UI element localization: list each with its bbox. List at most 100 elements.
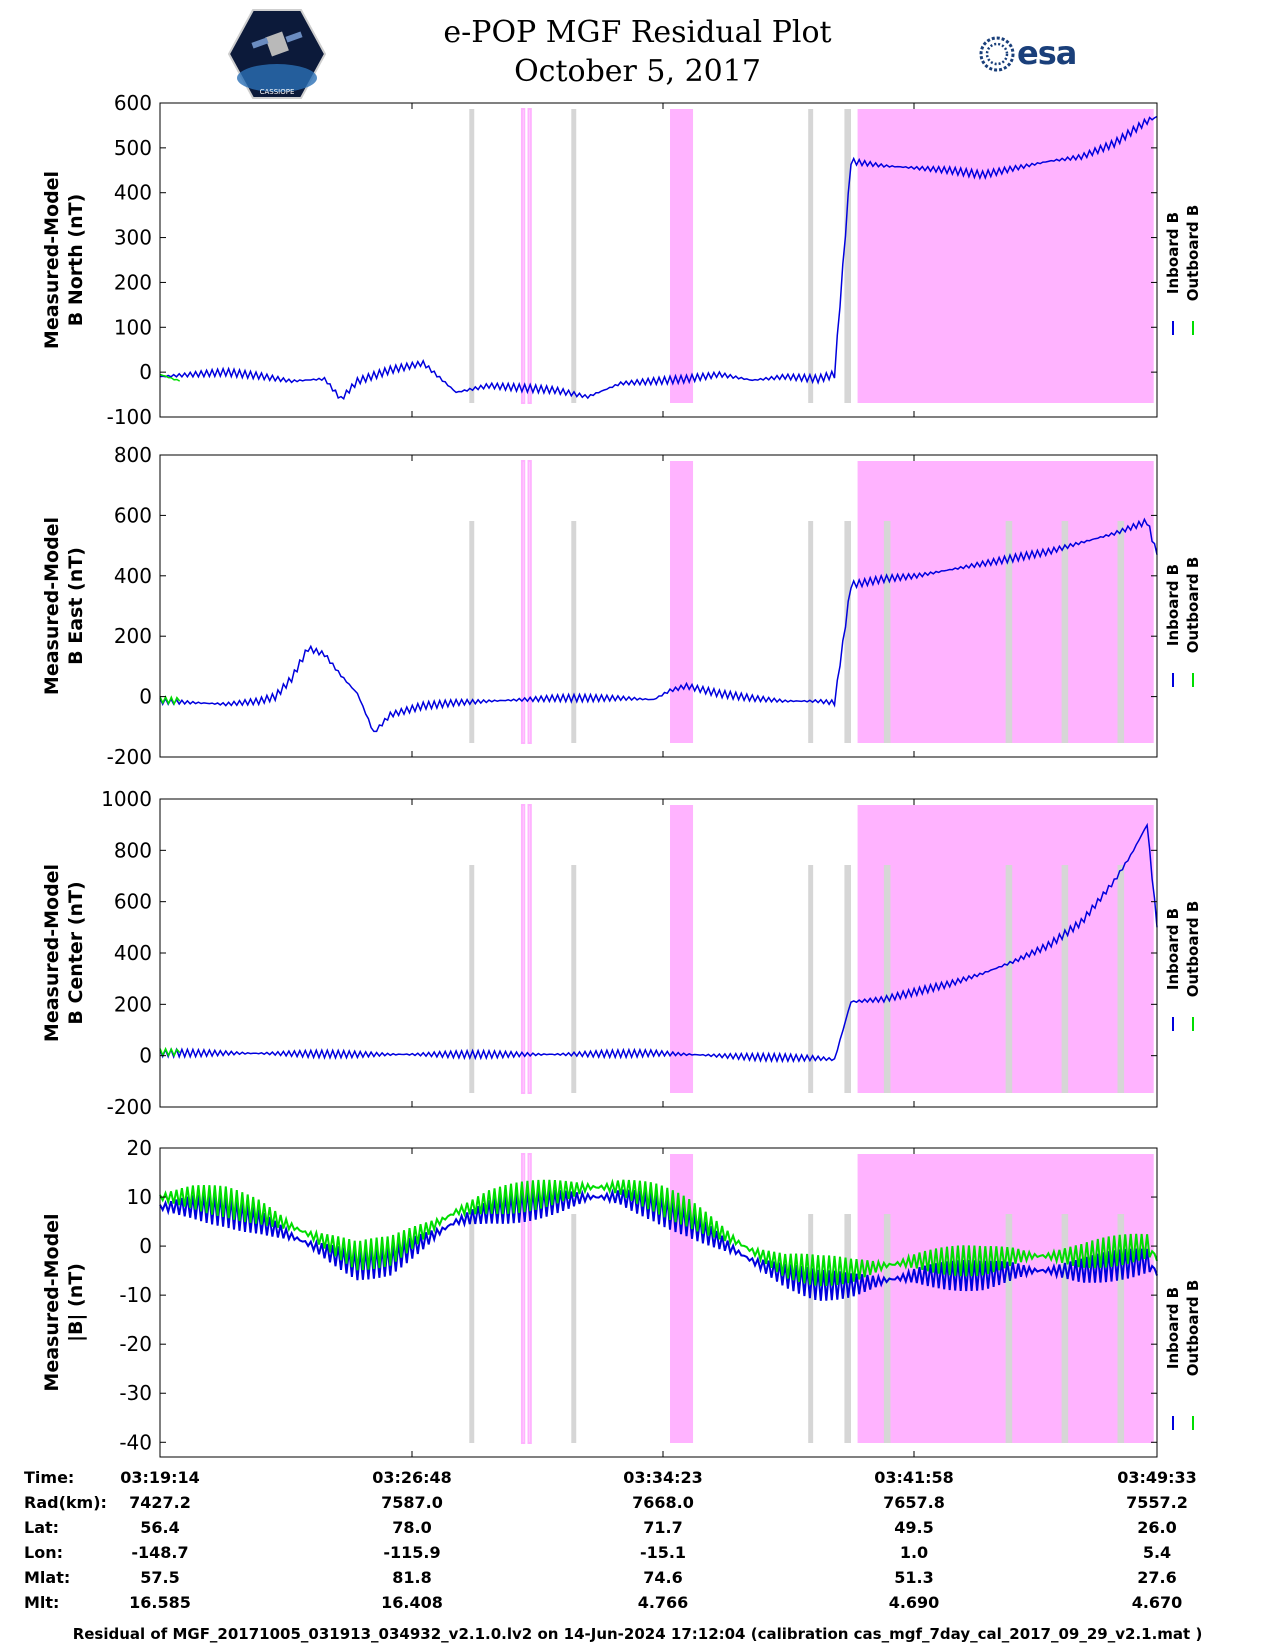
y-axis-label: B Center (nT) [65,881,87,1024]
y-tick-label: 400 [114,564,152,588]
y-tick-label: 800 [114,443,152,467]
ephemeris-cell: 4.670 [1131,1593,1183,1612]
gray-band [1005,865,1013,1093]
ephemeris-cell: 78.0 [392,1518,432,1537]
pink-band [527,804,532,1094]
gray-band [571,109,577,403]
pink-band [857,109,1154,403]
ephemeris-cell: 7557.2 [1126,1493,1188,1512]
y-tick-label: -20 [119,1332,152,1356]
legend-inboard-label: Inboard B [1164,564,1182,646]
ephemeris-row-label: Lat: [24,1518,60,1537]
ephemeris-cell: 4.766 [637,1593,689,1612]
y-tick-label: 100 [114,315,152,339]
ephemeris-cell: 26.0 [1137,1518,1177,1537]
ephemeris-cell: 03:49:33 [1117,1468,1197,1487]
pink-band [670,805,694,1093]
plot-frame [159,102,1158,418]
gray-band [808,865,814,1093]
ephemeris-row-label: Lon: [24,1543,63,1562]
series-line-outboard [159,1178,1158,1287]
y-tick-label: 600 [114,91,152,115]
legend-inboard-label: Inboard B [1164,212,1182,294]
legend-inboard-label: Inboard B [1164,1287,1182,1369]
y-tick-label: 0 [139,1044,152,1068]
y-axis-label: |B| (nT) [65,1263,87,1342]
ephemeris-cell: 16.408 [381,1593,443,1612]
ephemeris-row-label: Rad(km): [24,1493,107,1512]
gray-band [1005,1214,1013,1443]
y-tick-label: -40 [119,1430,152,1454]
legend-outboard-label: Outboard B [1184,557,1202,654]
y-tick-label: 0 [139,360,152,384]
plot-frame [159,1147,1158,1458]
ephemeris-cell: -115.9 [383,1543,441,1562]
y-tick-label: 300 [114,226,152,250]
y-tick-label: 600 [114,503,152,527]
y-tick-label: 20 [127,1136,152,1160]
ephemeris-row-label: Mlat: [24,1568,71,1587]
pink-band [520,108,526,404]
pink-band [527,108,532,404]
ephemeris-cell: 71.7 [643,1518,683,1537]
y-tick-label: -200 [107,1095,152,1119]
ephemeris-row-label: Mlt: [24,1593,60,1612]
gray-band [1061,865,1069,1093]
series-line-inboard [159,517,1158,733]
ephemeris-cell: 03:26:48 [372,1468,452,1487]
legend-outboard-label: Outboard B [1184,205,1202,302]
cassiope-logo: CASSIOPE [228,9,326,99]
ephemeris-cell: 74.6 [643,1568,683,1587]
gray-band [1061,521,1069,743]
y-axis-label: B East (nT) [65,547,87,665]
ephemeris-cell: -148.7 [131,1543,189,1562]
series-line-inboard [159,1188,1158,1301]
ephemeris-cell: -15.1 [639,1543,687,1562]
series-line-outboard [159,373,181,382]
ephemeris-cell: 27.6 [1137,1568,1177,1587]
legend-outboard-label: Outboard B [1184,901,1202,998]
pink-band [520,1153,526,1444]
series-line-outboard [159,1046,181,1058]
gray-band [1117,1214,1125,1443]
y-tick-label: 500 [114,136,152,160]
pink-band [670,109,694,403]
pink-band [527,460,532,744]
ephemeris-cell: 1.0 [899,1543,929,1562]
y-tick-label: 600 [114,890,152,914]
ephemeris-cell: 7657.8 [883,1493,945,1512]
gray-band [808,1214,814,1443]
chart-title: e-POP MGF Residual Plot [443,15,832,50]
ephemeris-row-label: Time: [24,1468,75,1487]
y-tick-label: 0 [139,685,152,709]
gray-band [844,109,851,403]
y-axis-label: Measured-Model [41,1213,63,1391]
y-tick-label: 800 [114,838,152,862]
gray-band [844,865,851,1093]
ephemeris-cell: 7587.0 [381,1493,443,1512]
series-line-outboard [159,695,181,706]
gray-band [1117,521,1125,743]
y-tick-label: -200 [107,745,152,769]
y-tick-label: 200 [114,624,152,648]
y-tick-label: 200 [114,270,152,294]
chart-date: October 5, 2017 [514,54,761,89]
gray-band [469,1214,475,1443]
gray-band [844,1214,851,1443]
gray-band [844,521,851,743]
gray-band [469,865,475,1093]
esa-logo: esa [1017,34,1077,72]
y-tick-label: 1000 [101,787,152,811]
ephemeris-cell: 03:19:14 [120,1468,200,1487]
gray-band [1117,865,1125,1093]
series-line-inboard [159,115,1158,400]
gray-band [883,1214,891,1443]
panel-3: 1000 800 600 400 200 0 -200 Measured-Model B Cen… [41,787,1202,1119]
ephemeris-cell: 51.3 [894,1568,934,1587]
ephemeris-cell: 03:41:58 [874,1468,954,1487]
pink-band [670,461,694,743]
panel-1: 600 500 400 300 200 100 0 -100 Measured-Model B N… [41,91,1202,429]
gray-band [469,109,475,403]
panel-4: 20 10 0 -10 -20 -30 -40 Measured-Model |B| (nT) I… [41,1136,1202,1458]
ephemeris-cell: 16.585 [129,1593,191,1612]
